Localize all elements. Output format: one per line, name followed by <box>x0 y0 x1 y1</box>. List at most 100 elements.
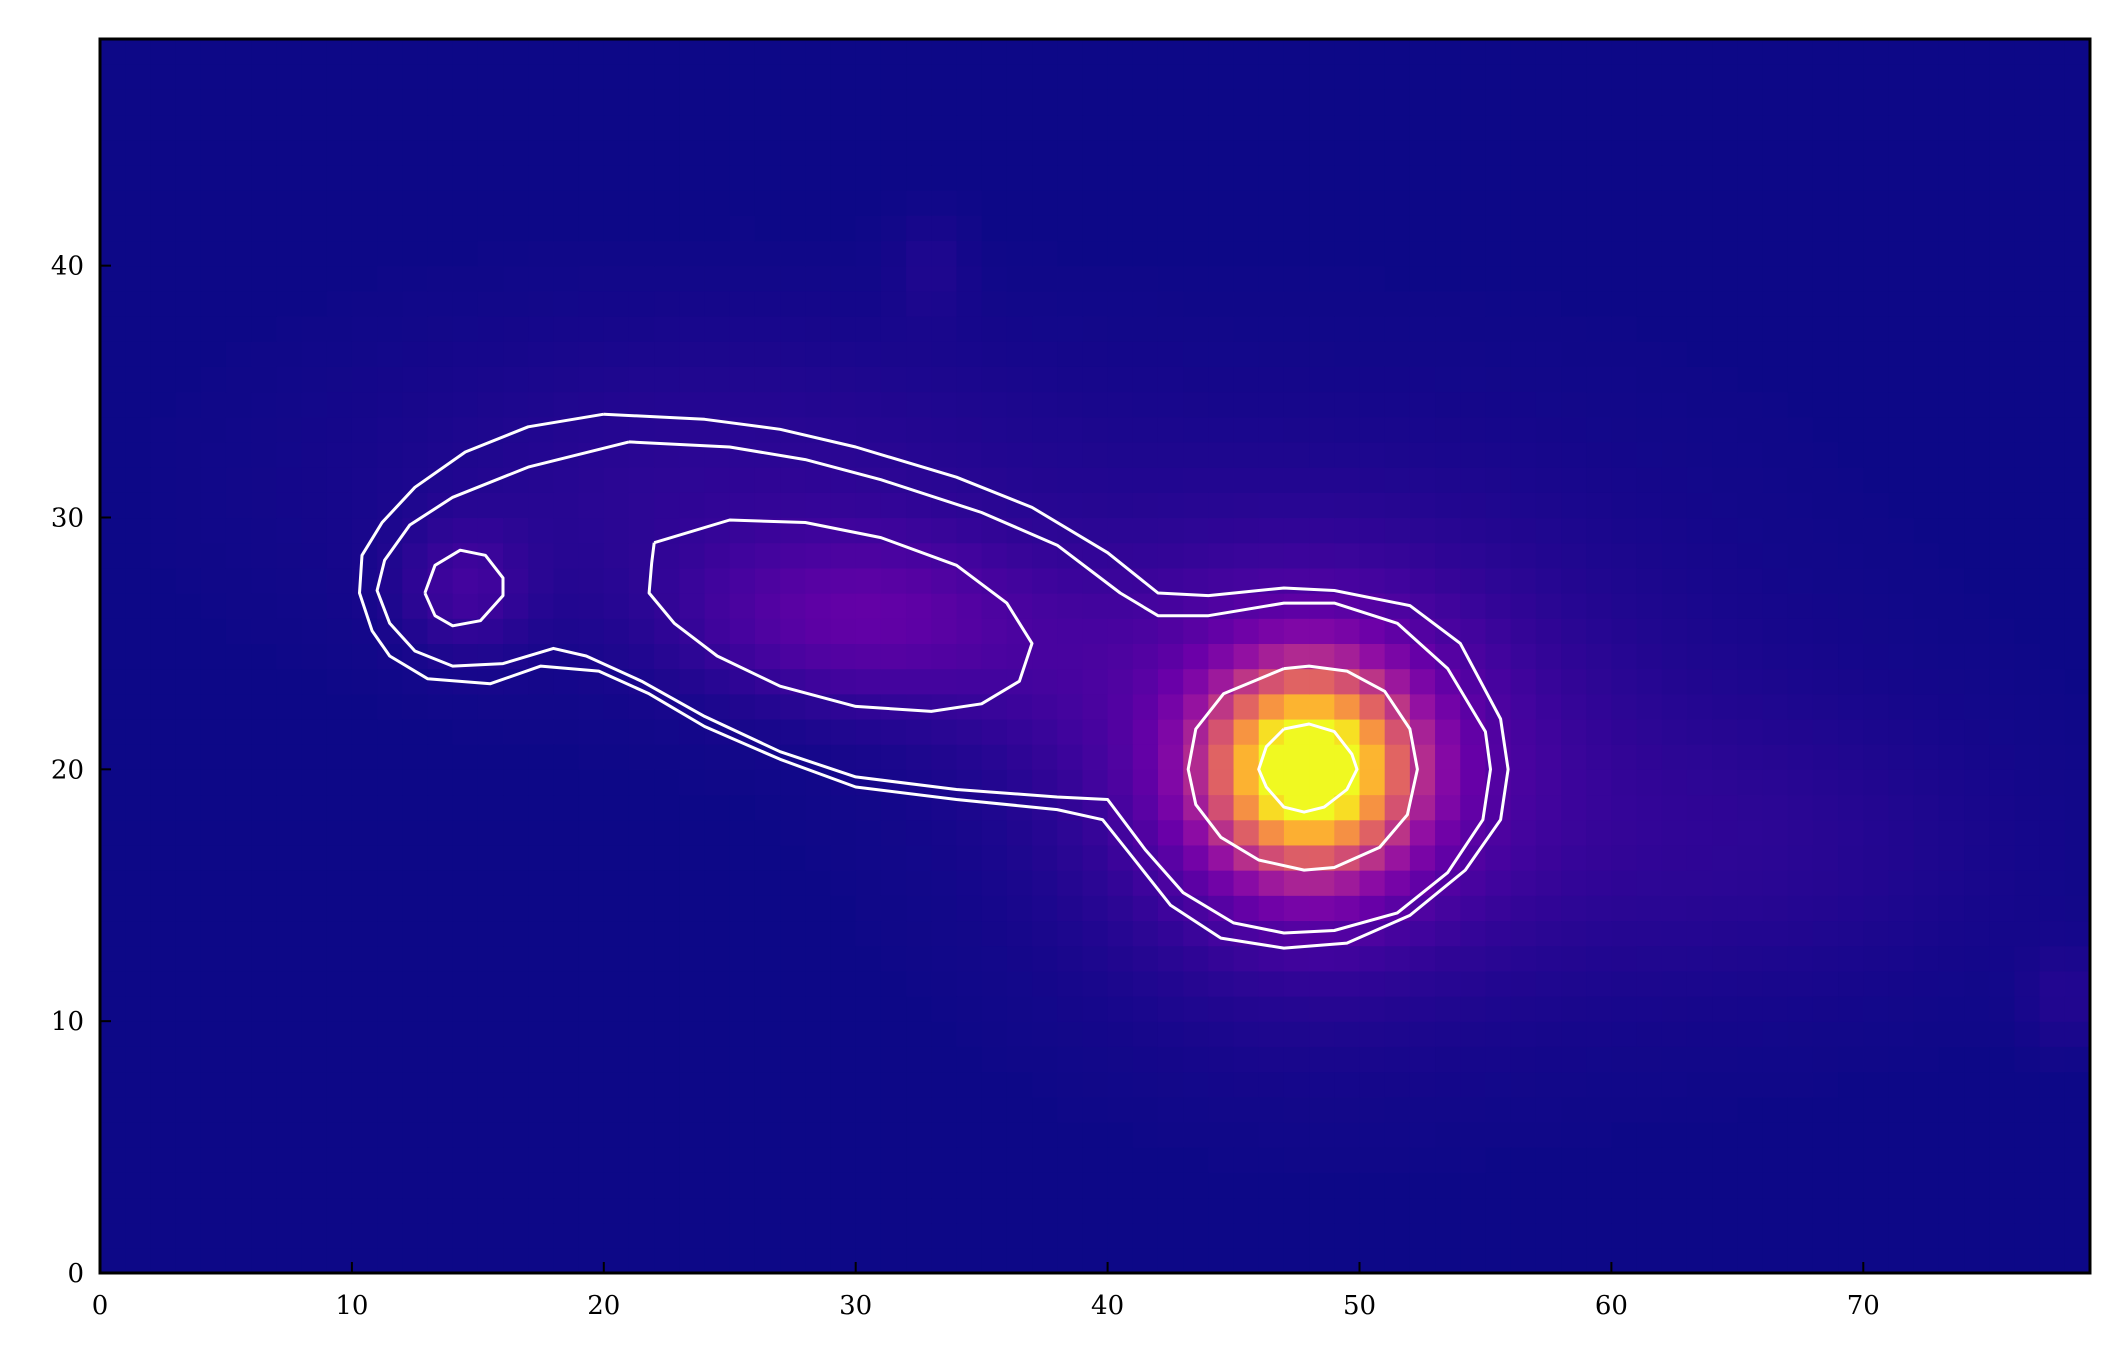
heatmap-cell <box>780 1222 806 1249</box>
heatmap-cell <box>528 844 555 871</box>
x-tick-label: 10 <box>335 1291 368 1321</box>
heatmap-cell <box>1964 39 1990 65</box>
heatmap-cell <box>628 290 655 317</box>
heatmap-cell <box>830 89 857 116</box>
heatmap-cell <box>2039 1121 2066 1148</box>
heatmap-cell <box>1460 517 1487 544</box>
heatmap-cell <box>1359 643 1386 670</box>
heatmap-cell <box>1686 341 1713 367</box>
heatmap-cell <box>1334 391 1361 418</box>
heatmap-cell <box>880 215 907 242</box>
heatmap-cell <box>125 769 151 796</box>
heatmap-cell <box>880 895 907 922</box>
heatmap-cell <box>1233 870 1260 896</box>
heatmap-cell <box>1561 341 1587 367</box>
heatmap-cell <box>1057 870 1084 896</box>
heatmap-cell <box>603 1071 630 1098</box>
heatmap-cell <box>1888 1222 1915 1249</box>
heatmap-cell <box>1006 316 1033 342</box>
heatmap-cell <box>880 970 907 997</box>
heatmap-cell <box>1032 542 1058 569</box>
heatmap-cell <box>855 593 882 619</box>
heatmap-cell <box>528 492 555 519</box>
heatmap-cell <box>503 1096 529 1123</box>
heatmap-cell <box>603 844 630 871</box>
heatmap-cell <box>1157 970 1184 997</box>
heatmap-cell <box>679 794 706 821</box>
heatmap-cell <box>1157 718 1184 745</box>
heatmap-cell <box>805 316 832 342</box>
heatmap-cell <box>1258 139 1285 166</box>
heatmap-cell <box>1712 995 1738 1022</box>
heatmap-cell <box>1510 1172 1537 1199</box>
heatmap-cell <box>200 517 227 544</box>
heatmap-cell <box>1485 718 1512 745</box>
heatmap-cell <box>1435 215 1461 242</box>
heatmap-cell <box>1157 1197 1184 1224</box>
heatmap-cell <box>1712 39 1738 65</box>
heatmap-cell <box>528 618 555 644</box>
heatmap-cell <box>931 920 958 947</box>
heatmap-cell <box>1661 89 1688 116</box>
heatmap-cell <box>1636 391 1663 418</box>
heatmap-cell <box>1334 794 1361 821</box>
heatmap-cell <box>1586 492 1612 519</box>
heatmap-cell <box>2039 215 2066 242</box>
heatmap-cell <box>1233 970 1260 997</box>
heatmap-cell <box>956 290 983 317</box>
heatmap-cell <box>100 341 126 367</box>
heatmap-cell <box>1989 190 2016 216</box>
heatmap-cell <box>1258 1197 1285 1224</box>
heatmap-cell <box>1183 1071 1209 1098</box>
heatmap-cell <box>1863 114 1890 141</box>
heatmap-cell <box>628 467 655 493</box>
heatmap-cell <box>1838 618 1864 644</box>
heatmap-cell <box>654 567 680 594</box>
heatmap-cell <box>1183 744 1209 770</box>
heatmap-cell <box>1611 945 1638 972</box>
heatmap-cell <box>1510 215 1537 242</box>
heatmap-cell <box>175 1046 202 1073</box>
heatmap-cell <box>1107 1021 1134 1047</box>
heatmap-cell <box>553 542 580 569</box>
heatmap-cell <box>1964 64 1990 90</box>
heatmap-cell <box>956 416 983 443</box>
heatmap-cell <box>1309 870 1335 896</box>
heatmap-cell <box>1032 1021 1058 1047</box>
heatmap-cell <box>603 1247 630 1273</box>
heatmap-cell <box>125 995 151 1022</box>
heatmap-cell <box>729 718 756 745</box>
heatmap-cell <box>1485 391 1512 418</box>
heatmap-cell <box>452 190 479 216</box>
heatmap-cell <box>402 895 429 922</box>
heatmap-cell <box>1661 467 1688 493</box>
heatmap-cell <box>1485 970 1512 997</box>
heatmap-cell <box>1661 844 1688 871</box>
heatmap-cell <box>1762 593 1789 619</box>
heatmap-cell <box>1309 920 1335 947</box>
heatmap-cell <box>553 1096 580 1123</box>
heatmap-cell <box>1510 1222 1537 1249</box>
heatmap-cell <box>1863 366 1890 393</box>
heatmap-cell <box>1233 1222 1260 1249</box>
heatmap-cell <box>1686 970 1713 997</box>
heatmap-cell <box>351 240 378 267</box>
heatmap-cell <box>1712 769 1738 796</box>
heatmap-cell <box>1561 744 1587 770</box>
heatmap-cell <box>2064 1071 2090 1098</box>
heatmap-cell <box>1359 1121 1386 1148</box>
heatmap-cell <box>1233 819 1260 846</box>
heatmap-cell <box>1812 870 1839 896</box>
heatmap-cell <box>402 215 429 242</box>
heatmap-cell <box>704 618 731 644</box>
heatmap-cell <box>1787 1046 1814 1073</box>
heatmap-cell <box>125 945 151 972</box>
heatmap-cell <box>100 844 126 871</box>
heatmap-cell <box>1762 492 1789 519</box>
heatmap-cell <box>729 416 756 443</box>
heatmap-cell <box>1359 290 1386 317</box>
heatmap-cell <box>1712 164 1738 191</box>
heatmap-cell <box>1989 1071 2016 1098</box>
heatmap-cell <box>1586 265 1612 292</box>
heatmap-cell <box>603 1222 630 1249</box>
